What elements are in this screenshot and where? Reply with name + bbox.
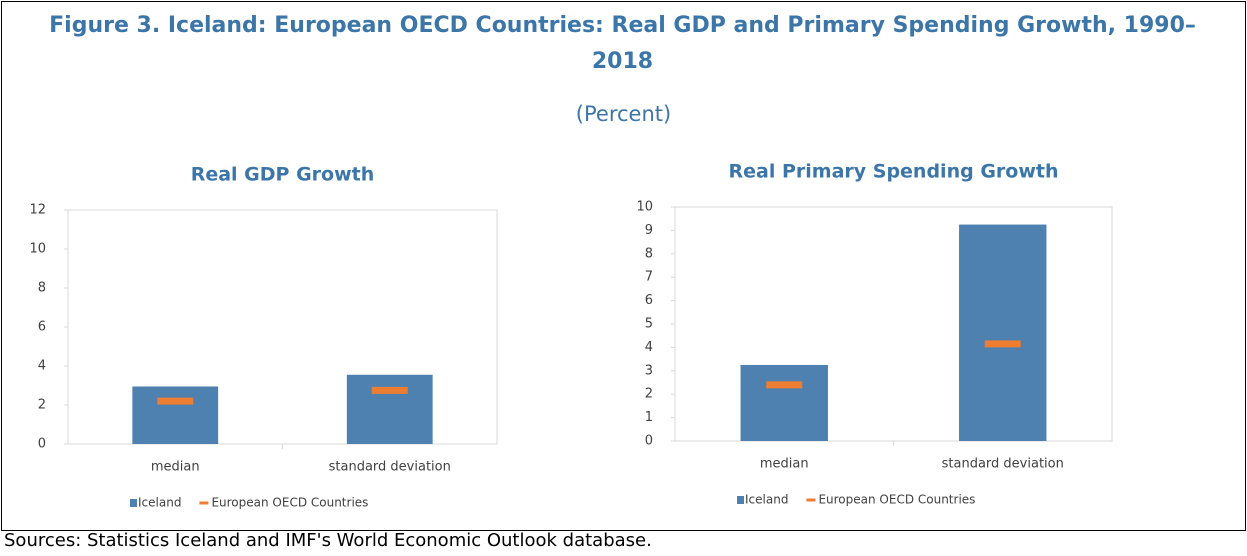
y-tick-label: 1 [645,410,653,425]
x-tick-label: median [760,457,809,472]
marker [984,340,1021,348]
y-tick-label: 0 [645,434,653,449]
y-tick-label: 8 [645,246,653,261]
figure-frame [1,1,1246,531]
x-tick-label: standard deviation [329,460,451,475]
y-tick-label: 8 [38,281,46,296]
marker [371,386,408,394]
bar [959,224,1047,441]
y-tick-label: 4 [645,340,653,355]
y-tick-label: 12 [29,203,46,218]
y-tick-label: 2 [645,387,653,402]
legend-label: European OECD Countries [818,493,975,507]
y-tick-label: 5 [645,317,653,332]
y-tick-label: 6 [38,320,46,335]
bar [132,386,219,444]
marker [157,397,194,405]
y-tick-label: 3 [645,363,653,378]
chart-title: Real GDP Growth [191,164,375,186]
legend-label: Iceland [745,493,788,507]
source-note: Sources: Statistics Iceland and IMF's Wo… [4,530,652,551]
chart-title: Real Primary Spending Growth [729,161,1059,183]
legend-label: European OECD Countries [211,496,368,510]
y-tick-label: 4 [38,359,46,374]
x-tick-label: standard deviation [942,457,1064,472]
y-tick-label: 6 [645,293,653,308]
x-tick-label: median [151,460,200,475]
y-tick-label: 9 [645,223,653,238]
y-tick-label: 2 [38,398,46,413]
legend-swatch [130,499,137,507]
y-tick-label: 7 [645,270,653,285]
bar [740,364,828,441]
marker [766,381,803,389]
figure-title: Figure 3. Iceland: European OECD Countri… [49,13,1196,74]
y-tick-label: 10 [29,242,46,257]
legend-swatch [737,496,744,504]
legend-swatch [806,498,816,502]
bar [346,374,433,444]
legend-swatch [199,501,209,505]
legend-label: Iceland [138,496,181,510]
y-tick-label: 0 [38,437,46,452]
figure-subtitle: (Percent) [575,102,672,126]
y-tick-label: 10 [636,200,653,215]
